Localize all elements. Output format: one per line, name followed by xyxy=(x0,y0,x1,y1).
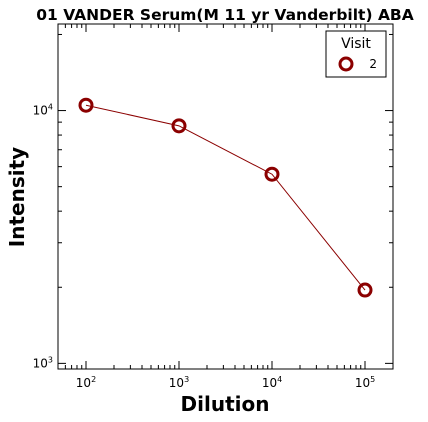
x-tick-label: 104 xyxy=(262,375,282,390)
y-tick-label: 104 xyxy=(33,103,53,118)
x-tick-base: 10 xyxy=(76,376,91,390)
x-tick-label: 105 xyxy=(355,375,375,390)
x-tick-exponent: 5 xyxy=(370,375,375,384)
legend: Visit 2 xyxy=(325,30,387,78)
x-tick-base: 10 xyxy=(262,376,277,390)
y-tick-base: 10 xyxy=(33,356,48,370)
y-tick-exponent: 4 xyxy=(48,103,53,112)
series-line xyxy=(85,104,366,291)
legend-marker xyxy=(338,56,354,72)
legend-entry-label: 2 xyxy=(369,57,377,71)
data-point xyxy=(264,166,280,182)
data-point xyxy=(78,97,94,113)
x-tick-base: 10 xyxy=(169,376,184,390)
plot-frame xyxy=(57,23,394,370)
y-tick-exponent: 3 xyxy=(48,355,53,364)
x-tick-exponent: 3 xyxy=(184,375,189,384)
x-tick-exponent: 4 xyxy=(277,375,282,384)
legend-title: Visit xyxy=(341,36,371,52)
x-tick-label: 102 xyxy=(76,375,96,390)
y-axis-label: Intensity xyxy=(5,147,29,247)
x-tick-base: 10 xyxy=(355,376,370,390)
x-tick-exponent: 2 xyxy=(91,375,96,384)
chart-title: 01 VANDER Serum(M 11 yr Vanderbilt) ABA xyxy=(36,6,414,24)
series-layer xyxy=(78,97,373,298)
x-axis-label: Dilution xyxy=(181,392,270,416)
y-tick-label: 103 xyxy=(33,355,53,370)
x-tick-label: 103 xyxy=(169,375,189,390)
y-tick-base: 10 xyxy=(33,104,48,118)
data-point xyxy=(171,118,187,134)
x-axis-ticks: 102 103 104 105 xyxy=(57,24,394,390)
legend-box xyxy=(325,30,387,78)
data-point xyxy=(357,282,373,298)
